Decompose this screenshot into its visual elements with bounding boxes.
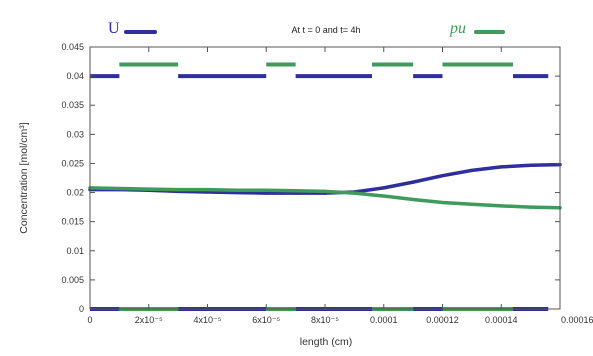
y-tick-label: 0.045 xyxy=(61,42,84,52)
series-pu-point xyxy=(294,189,298,193)
series-pu-point xyxy=(235,188,239,192)
y-tick-label: 0.015 xyxy=(61,217,84,227)
x-tick-label: 2x10⁻⁵ xyxy=(135,315,163,325)
series-pu-point xyxy=(499,204,503,208)
series-pu-point xyxy=(147,187,151,191)
series-u-point xyxy=(440,174,445,178)
series-u-point xyxy=(411,180,415,184)
series-u-point xyxy=(470,168,474,173)
series-pu-point xyxy=(323,189,327,193)
x-tick-label: 0.00012 xyxy=(426,315,459,325)
y-tick-label: 0.04 xyxy=(66,71,84,81)
x-tick-label: 0.00016 xyxy=(561,315,593,325)
chart-subtitle: At t = 0 and t= 4h xyxy=(291,25,360,35)
series-pu-point xyxy=(382,194,386,198)
x-axis-title: length (cm) xyxy=(300,336,353,348)
legend: U pu xyxy=(108,20,505,37)
legend-label-pu: pu xyxy=(449,20,466,37)
series-pu-point xyxy=(470,202,474,206)
x-tick-label: 4x10⁻⁵ xyxy=(194,315,222,325)
x-tick-label: 0.0001 xyxy=(370,315,398,325)
series-pu-point xyxy=(440,200,445,205)
y-tick-label: 0.03 xyxy=(66,129,84,139)
series-pu-point xyxy=(411,197,415,202)
y-tick-label: 0.025 xyxy=(61,158,84,168)
y-tick-label: 0.01 xyxy=(66,246,84,256)
series-pu-point xyxy=(529,205,533,209)
x-tick-label: 0.00014 xyxy=(485,315,518,325)
x-tick-label: 0 xyxy=(87,315,92,325)
y-tick-label: 0.005 xyxy=(61,275,84,285)
series-u-point xyxy=(499,165,503,169)
series-pu-point xyxy=(264,188,268,192)
y-axis-title: Concentration [mol/cm³] xyxy=(18,122,30,234)
x-tick-label: 6x10⁻⁵ xyxy=(252,315,280,325)
series-u-point xyxy=(264,191,268,195)
y-tick-label: 0.035 xyxy=(61,100,84,110)
y-tick-label: 0 xyxy=(79,304,84,314)
series-pu-point xyxy=(352,191,356,195)
ticks-layer: 0 0.005 0.01 0.015 0.02 0.025 0.03 0.035 0.04 0.0… xyxy=(61,42,593,325)
series-pu-point xyxy=(176,188,180,192)
series-u-point xyxy=(529,163,533,167)
x-tick-label: 8x10⁻⁵ xyxy=(311,315,339,325)
series-u-point xyxy=(382,186,386,190)
y-tick-label: 0.02 xyxy=(66,188,84,198)
legend-label-u: U xyxy=(108,20,120,37)
series-pu-point xyxy=(117,186,121,191)
series-pu-point xyxy=(205,188,210,192)
